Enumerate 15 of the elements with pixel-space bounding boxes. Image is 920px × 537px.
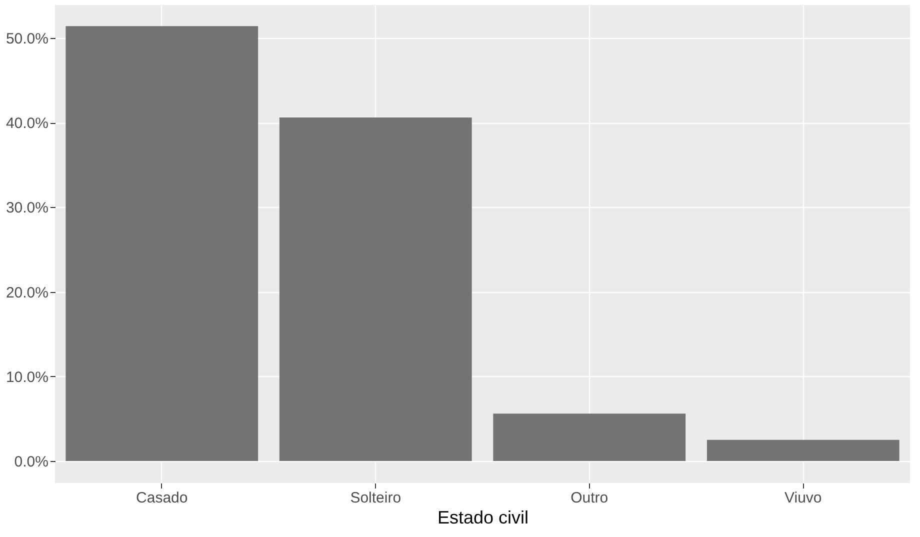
x-tick-label: Solteiro	[350, 490, 402, 506]
bar	[66, 26, 258, 462]
bar	[279, 118, 472, 462]
y-tick-label: 30.0%	[6, 200, 48, 217]
bar	[493, 414, 686, 462]
y-tick-label: 0.0%	[14, 454, 48, 471]
x-tick-label: Viuvo	[784, 490, 822, 506]
x-tick-label: Outro	[570, 490, 608, 506]
y-tick-label: 20.0%	[6, 284, 48, 302]
bar	[706, 440, 900, 462]
x-axis-title: Estado civil	[437, 508, 529, 528]
y-tick-label: 10.0%	[6, 368, 48, 386]
x-tick-label: Casado	[136, 490, 188, 506]
y-tick-label: 40.0%	[6, 115, 48, 132]
y-tick-label: 50.0%	[6, 30, 48, 48]
